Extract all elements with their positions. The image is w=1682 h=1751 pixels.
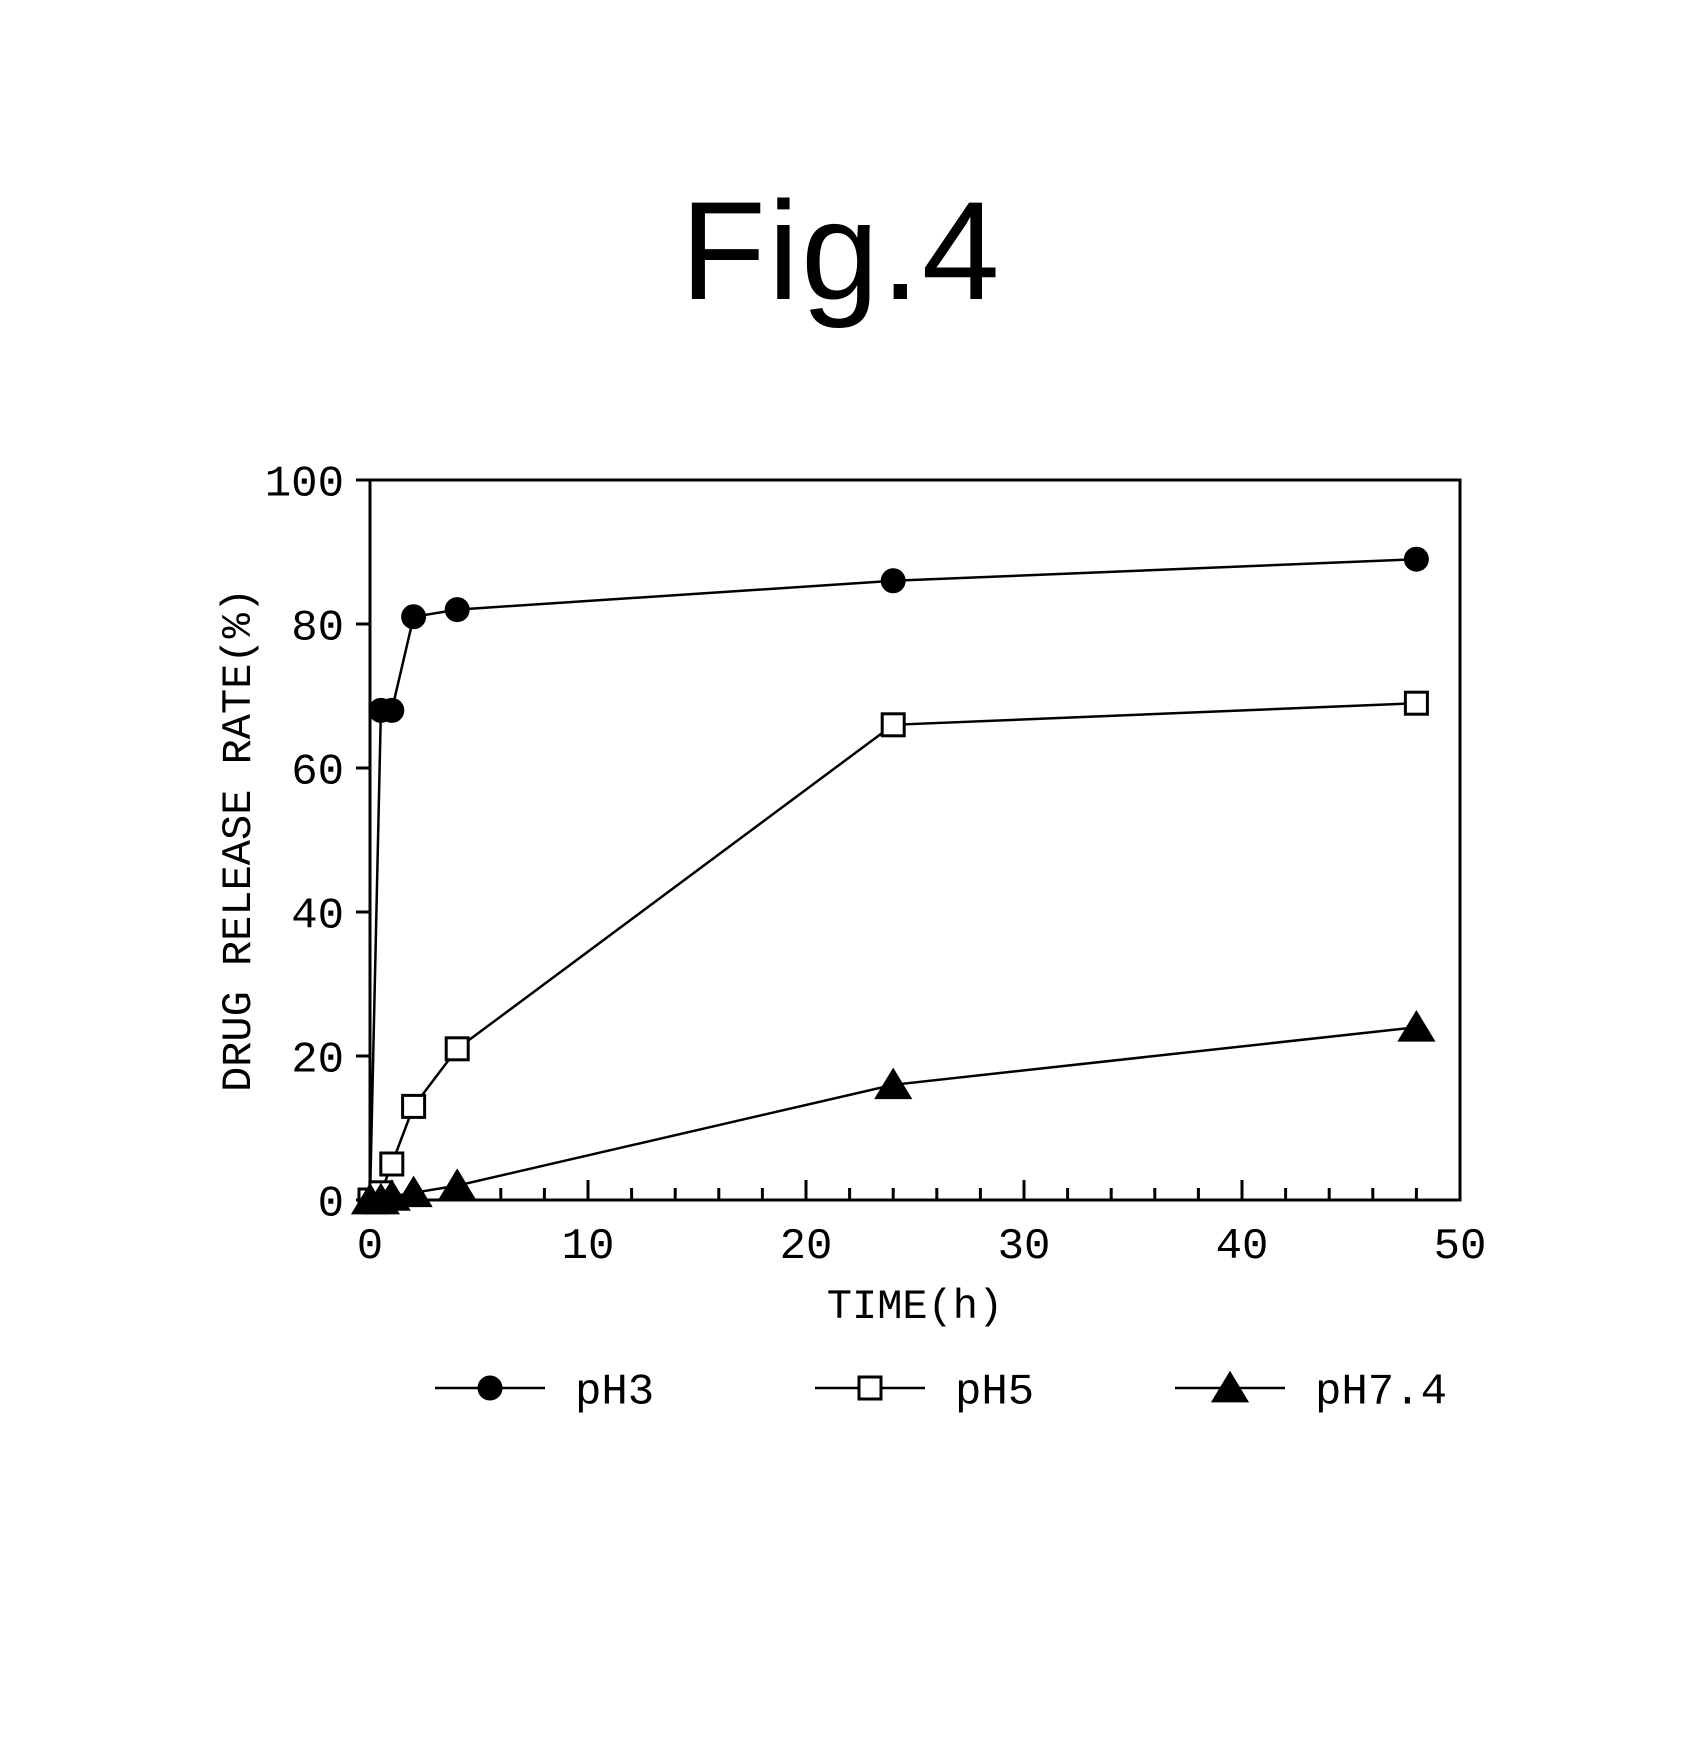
y-tick-label: 40 [291,891,344,941]
legend-marker [859,1377,881,1399]
y-tick-label: 20 [291,1035,344,1085]
x-tick-label: 10 [562,1222,615,1272]
series-marker [446,1038,468,1060]
series-line [370,703,1416,1200]
legend-label: pH3 [575,1367,654,1417]
x-tick-label: 20 [780,1222,833,1272]
x-tick-label: 50 [1434,1222,1487,1272]
y-axis-label: DRUG RELEASE RATE(%) [215,588,263,1092]
legend-label: pH7.4 [1315,1367,1447,1417]
y-tick-label: 60 [291,747,344,797]
plot-border [370,480,1460,1200]
x-tick-label: 40 [1216,1222,1269,1272]
legend-label: pH5 [955,1367,1034,1417]
series-marker [882,714,904,736]
x-tick-label: 0 [357,1222,383,1272]
series-marker [446,599,468,621]
series-marker [381,1153,403,1175]
series-marker [381,699,403,721]
series-line [370,559,1416,1200]
y-tick-label: 100 [265,460,344,509]
series-marker [441,1171,474,1198]
y-tick-label: 0 [318,1179,344,1229]
x-axis-label: TIME(h) [827,1283,1003,1331]
series-marker [1405,548,1427,570]
x-tick-label: 30 [998,1222,1051,1272]
series-line [370,1027,1416,1200]
series-marker [1400,1013,1433,1040]
drug-release-chart: 0 20 40 60 80 100 0 10 20 30 40 50 TIME(h) DRUG RELEA… [200,460,1500,1440]
series-marker [403,1095,425,1117]
figure-title: Fig.4 [0,170,1682,332]
y-tick-label: 80 [291,603,344,653]
series-marker [403,606,425,628]
chart-svg: 0 20 40 60 80 100 0 10 20 30 40 50 TIME(h) DRUG RELEA… [200,460,1500,1440]
series-marker [1405,692,1427,714]
series-marker [882,570,904,592]
legend-marker [479,1377,501,1399]
